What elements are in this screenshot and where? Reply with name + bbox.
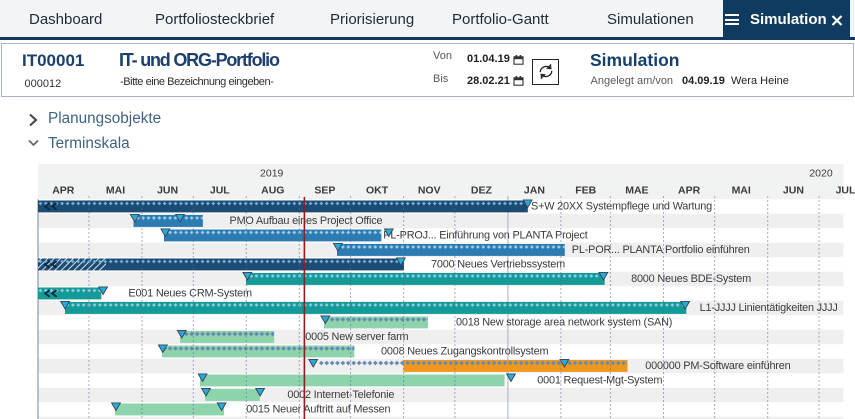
svg-text:JUN: JUN <box>157 185 178 197</box>
svg-text:8000 Neues BDE-System: 8000 Neues BDE-System <box>631 273 751 285</box>
svg-text:0018 New storage area network: 0018 New storage area network system (SA… <box>456 317 672 329</box>
svg-text:SEP: SEP <box>314 185 335 197</box>
svg-text:0005 New server farm: 0005 New server farm <box>305 331 408 343</box>
svg-text:0001 Request-Mgt-System: 0001 Request-Mgt-System <box>537 375 662 387</box>
svg-text:MAI: MAI <box>732 185 751 197</box>
svg-text:2020: 2020 <box>809 167 833 179</box>
svg-text:0015 Neuer Auftritt auf Messe: 0015 Neuer Auftritt auf Messen <box>246 404 390 416</box>
svg-text:JUL: JUL <box>836 185 855 197</box>
svg-text:JUL: JUL <box>210 185 230 197</box>
svg-text:PMO Aufbau eines Project Offi: PMO Aufbau eines Project Office <box>230 215 383 227</box>
svg-text:2019: 2019 <box>260 167 284 179</box>
svg-text:MAI: MAI <box>106 185 125 197</box>
svg-text:AUG: AUG <box>261 185 284 197</box>
svg-text:DEZ: DEZ <box>471 185 493 197</box>
svg-text:OKT: OKT <box>366 185 389 197</box>
svg-text:7000 Neues Vertriebssystem: 7000 Neues Vertriebssystem <box>431 259 565 271</box>
svg-text:0008 Neues Zugangskontrollsys: 0008 Neues Zugangskontrollsystem <box>381 346 548 358</box>
svg-text:E001 Neues CRM-System: E001 Neues CRM-System <box>128 288 252 300</box>
svg-text:JUN: JUN <box>783 185 804 197</box>
svg-text:L1-JJJJ Linientätigkeiten JJJ: L1-JJJJ Linientätigkeiten JJJJ <box>700 302 838 314</box>
svg-text:PL-POR... PLANTA Portfolio ei: PL-POR... PLANTA Portfolio einführen <box>572 244 750 256</box>
svg-text:NOV: NOV <box>418 185 441 197</box>
svg-text:S+W 20XX Systempflege und War: S+W 20XX Systempflege und Wartung <box>531 201 712 213</box>
svg-text:0002 Internet-Telefonie: 0002 Internet-Telefonie <box>287 389 394 401</box>
svg-text:FEB: FEB <box>575 185 596 197</box>
svg-text:APR: APR <box>52 185 75 197</box>
svg-text:APR: APR <box>678 185 701 197</box>
svg-text:PL-PROJ... Einführung von PLA: PL-PROJ... Einführung von PLANTA Project <box>383 230 587 242</box>
svg-text:000000 PM-Software einführen: 000000 PM-Software einführen <box>645 360 790 372</box>
svg-text:MAE: MAE <box>625 185 648 197</box>
svg-text:JAN: JAN <box>524 185 545 197</box>
